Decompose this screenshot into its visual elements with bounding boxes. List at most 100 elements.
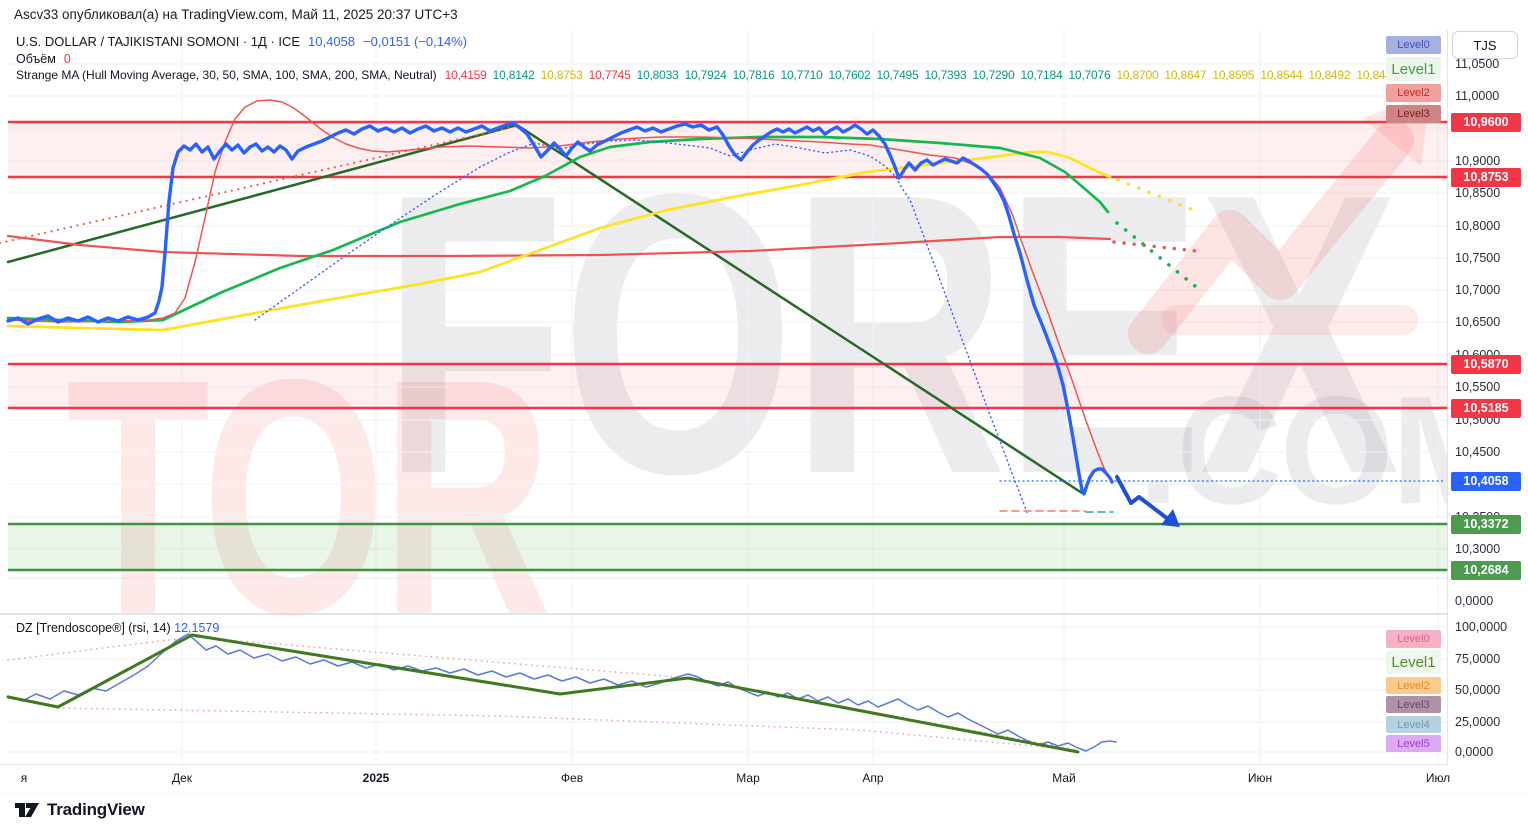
sma50-projection — [1112, 240, 1198, 253]
ma-value: 10,8492 — [1308, 68, 1351, 82]
ma-value: 10,8544 — [1260, 68, 1303, 82]
price-hull-blue — [6, 121, 1114, 496]
ma-value: 10,7495 — [876, 68, 919, 82]
rsi-value: 12,1579 — [174, 621, 220, 635]
ma-indicator-label[interactable]: Strange MA (Hull Moving Average, 30, 50,… — [16, 68, 437, 82]
sma100-green — [6, 135, 1110, 324]
watermark-arrow — [1128, 120, 1414, 354]
price-level-badge: 10,9600 — [1451, 112, 1521, 132]
level-badge-level0: Level0 — [1386, 630, 1441, 648]
time-label-Дек: Дек — [171, 771, 193, 785]
price-level-badge: 10,3372 — [1451, 514, 1521, 534]
time-label-Апр: Апр — [862, 771, 884, 785]
level-badge-level2: Level2 — [1386, 677, 1441, 694]
price-tick: 11,0000 — [1455, 89, 1500, 103]
rsi-indicator-label[interactable]: DZ [Trendoscope®] (rsi, 14) — [16, 621, 171, 635]
ma-value: 10,7710 — [780, 68, 823, 82]
ma-value: 10,7076 — [1068, 68, 1111, 82]
price-tick: 10,8500 — [1455, 186, 1501, 200]
price-tick: 0,0000 — [1455, 594, 1494, 608]
rsi-trend-dotted-2 — [57, 707, 1079, 751]
price-tick: 10,7500 — [1455, 251, 1501, 265]
legend: U.S. DOLLAR / TAJIKISTANI SOMONI · 1Д · … — [16, 34, 1388, 82]
last-price: 10,4058 — [308, 34, 356, 49]
price-tick: 10,9000 — [1455, 154, 1501, 168]
ma-value: 10,8595 — [1212, 68, 1255, 82]
tradingview-logo-icon — [15, 803, 39, 817]
level-badge-level2: Level2 — [1386, 84, 1441, 102]
price-tick: 10,6500 — [1455, 315, 1501, 329]
price-level-badge: 10,5185 — [1451, 398, 1521, 418]
rsi-trend-dotted-1 — [7, 636, 1079, 751]
ma-value: 10,8700 — [1116, 68, 1159, 82]
trendline-down — [515, 123, 1084, 495]
ma-value: 10,8647 — [1164, 68, 1207, 82]
time-axis[interactable]: я Дек 2025 Фев Мар Апр Май Июн Июл — [0, 765, 1528, 793]
ma-value: 10,8753 — [540, 68, 583, 82]
price-level-badge: 10,5870 — [1451, 354, 1521, 374]
time-label-2025: 2025 — [362, 771, 390, 785]
time-label-я: я — [20, 771, 28, 785]
chart-canvas — [0, 30, 1528, 794]
price-tick: 10,4500 — [1455, 445, 1501, 459]
ma-value: 10,4159 — [444, 68, 487, 82]
sma200-yellow — [6, 150, 1112, 332]
tradingview-logo-text[interactable]: TradingView — [47, 800, 145, 819]
price-tick: 25,0000 — [1455, 715, 1501, 729]
ma-value: 10,8442 — [1356, 68, 1388, 82]
ma-value: 10,7184 — [1020, 68, 1063, 82]
ma-value: 10,7924 — [684, 68, 727, 82]
price-level-badge: 10,8753 — [1451, 167, 1521, 187]
ma-indicator-values: 10,4159 10,8142 10,8753 10,7745 10,8033 10,79… — [445, 68, 1388, 82]
symbol-title[interactable]: U.S. DOLLAR / TAJIKISTANI SOMONI · 1Д · … — [16, 34, 301, 49]
level-badge-level3: Level3 — [1386, 696, 1441, 713]
price-tick: 10,8000 — [1455, 219, 1501, 233]
price-level-badge: 10,4058 — [1451, 471, 1521, 491]
currency-button[interactable]: TJS — [1452, 31, 1518, 59]
rsi-line-blue — [7, 633, 1117, 752]
forecast-arrowhead — [1161, 509, 1180, 527]
price-tick: 10,3000 — [1455, 542, 1501, 556]
sma200-projection — [1116, 178, 1198, 213]
price-tick: 75,0000 — [1455, 652, 1501, 666]
chart-plot-area[interactable]: TOR FOREX .COM U.S. DOLLAR / TAJIKISTANI… — [0, 30, 1528, 794]
ma-value: 10,8033 — [636, 68, 679, 82]
level-badge-level1: Level1 — [1386, 57, 1441, 81]
trendline-dotted-red — [0, 124, 519, 245]
publish-byline: Ascv33 опубликовал(а) на TradingView.com… — [14, 7, 458, 22]
watermark-bar — [1162, 305, 1418, 335]
price-tick: 10,5500 — [1455, 380, 1501, 394]
price-tick: 100,0000 — [1455, 620, 1508, 634]
price-axis[interactable]: TJS 11,0500 11,0000 10,9000 10,8500 10,8000 1… — [1448, 30, 1528, 793]
ma-value: 10,7393 — [924, 68, 967, 82]
volume-value: 0 — [63, 52, 71, 66]
hull-dotted-blue — [254, 139, 1029, 516]
rsi-legend: DZ [Trendoscope®] (rsi, 14) 12,1579 — [16, 621, 219, 635]
price-change: −0,0151 (−0,14%) — [363, 34, 468, 49]
price-tick: 0,0000 — [1455, 745, 1494, 759]
price-tick: 50,0000 — [1455, 683, 1501, 697]
time-label-Май: Май — [1052, 771, 1076, 785]
level-badge-level4: Level4 — [1386, 716, 1441, 733]
level-badge-level1: Level1 — [1386, 650, 1441, 674]
level-badge-level0: Level0 — [1386, 36, 1441, 54]
level-badge-level5: Level5 — [1386, 735, 1441, 752]
zone-fill — [8, 122, 1448, 177]
zone-fill — [8, 524, 1448, 570]
level-badge-level3: Level3 — [1386, 105, 1441, 123]
sma50-red — [6, 234, 1112, 258]
rsi-zigzag-green — [6, 633, 1080, 754]
ma-value: 10,8142 — [492, 68, 535, 82]
volume-label[interactable]: Объём — [16, 52, 56, 66]
time-label-Июн: Июн — [1247, 771, 1273, 785]
price-tick: 10,7000 — [1455, 283, 1501, 297]
ma-value: 10,7602 — [828, 68, 871, 82]
time-label-Фев: Фев — [560, 771, 584, 785]
ma-value: 10,7816 — [732, 68, 775, 82]
price-level-badge: 10,2684 — [1451, 560, 1521, 580]
zone-fill — [8, 364, 1448, 408]
hull-fast-red — [7, 99, 1111, 480]
time-label-Июл: Июл — [1425, 771, 1451, 785]
forecast-arrow-blue — [1115, 475, 1170, 521]
